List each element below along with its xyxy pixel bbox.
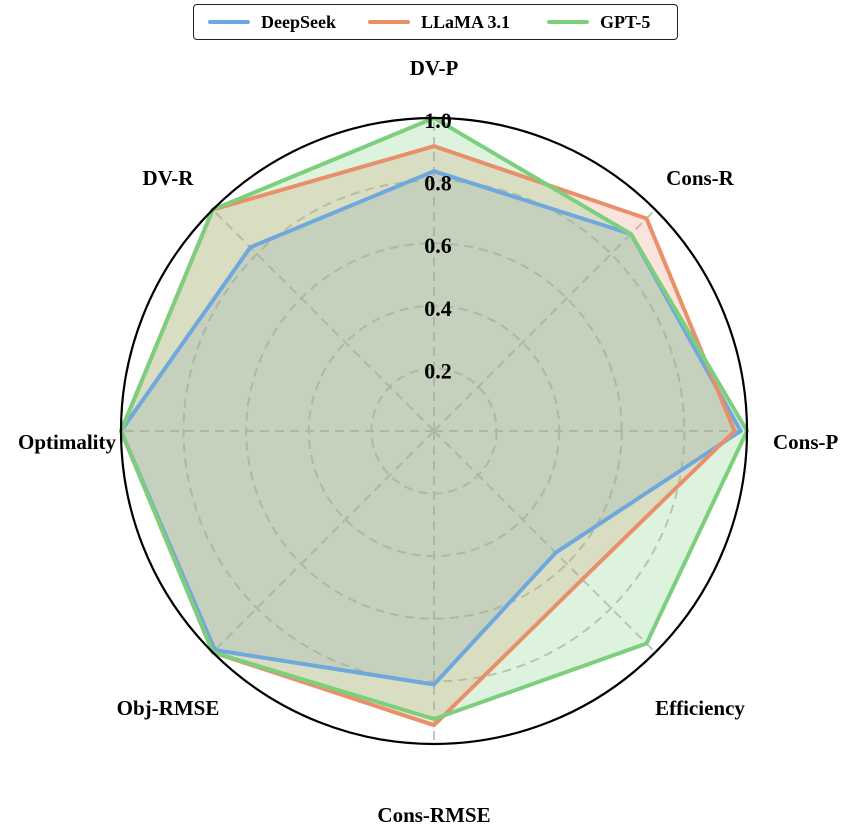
legend-label-llama: LLaMA 3.1 xyxy=(421,11,511,32)
axis-label-cons-p: Cons-P xyxy=(773,430,839,454)
series-fill-deepseek xyxy=(121,171,741,685)
legend-swatch-llama xyxy=(368,20,410,24)
grid-ring-3 xyxy=(182,179,686,683)
radial-tick-labels: 0.2 0.4 0.6 0.8 1.0 xyxy=(424,108,452,383)
spoke-cons-r xyxy=(433,208,657,432)
radar-series xyxy=(119,116,749,728)
axis-label-cons-r: Cons-R xyxy=(666,166,735,190)
spoke-efficiency xyxy=(433,430,657,654)
tick-label: 1.0 xyxy=(424,108,452,133)
axis-label-dv-p: DV-P xyxy=(410,56,459,80)
legend: DeepSeek LLaMA 3.1 GPT-5 xyxy=(193,4,678,40)
legend-label-gpt5: GPT-5 xyxy=(600,11,651,32)
tick-label: 0.6 xyxy=(424,233,452,258)
series-line-gpt-5 xyxy=(119,116,749,721)
axis-label-cons-rmse: Cons-RMSE xyxy=(377,803,490,827)
tick-label: 0.4 xyxy=(424,296,452,321)
spoke-obj-rmse xyxy=(211,430,435,654)
legend-swatch-deepseek xyxy=(208,20,250,24)
axis-label-optimality: Optimality xyxy=(18,430,116,454)
tick-label: 0.2 xyxy=(424,358,452,383)
axis-label-efficiency: Efficiency xyxy=(655,696,745,720)
radar-grid xyxy=(121,118,747,744)
axis-label-dv-r: DV-R xyxy=(143,166,195,190)
axis-labels: DV-P Cons-R Cons-P Efficiency Cons-RMSE Obj-R… xyxy=(18,56,839,827)
tick-label: 0.8 xyxy=(424,171,452,196)
legend-swatch-gpt5 xyxy=(547,20,589,24)
outer-ring xyxy=(119,116,749,746)
legend-item-gpt5: GPT-5 xyxy=(547,5,650,39)
legend-item-deepseek: DeepSeek xyxy=(208,5,336,39)
axis-label-obj-rmse: Obj-RMSE xyxy=(117,696,220,720)
legend-item-llama: LLaMA 3.1 xyxy=(368,5,510,39)
legend-label-deepseek: DeepSeek xyxy=(261,11,336,32)
